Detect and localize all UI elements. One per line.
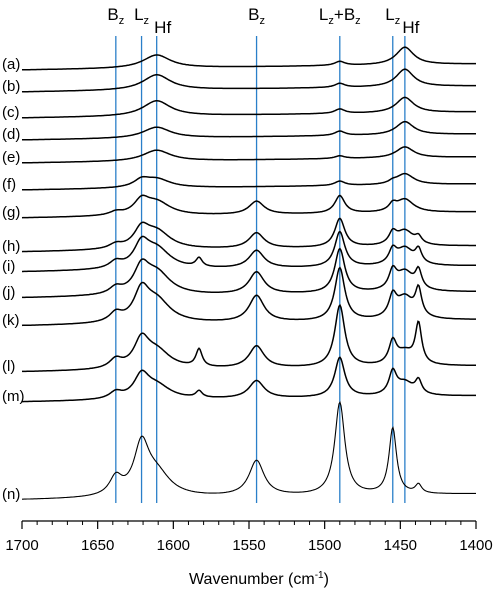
reference-label: Lz [385,5,400,27]
spectrum-line [22,303,476,373]
hf-label: Hf [154,18,171,37]
reference-label: Bz [248,5,265,27]
spectrum-line [22,120,476,141]
spectrum-line [21,194,476,219]
series-label: (h) [2,238,20,255]
series-label: (c) [2,104,20,121]
reference-label: Lz+Bz [319,5,361,27]
series-labels: (a) (b) (c) (d) (e) (f) (g) (h) (i) (j) (k) (l) (m) (… [2,56,25,503]
x-tick-label: 1500 [308,537,341,554]
spectrum-line [21,68,476,93]
series-label: (m) [2,388,25,405]
spectrum-line [22,247,476,299]
series-label: (i) [2,258,15,275]
series-label: (l) [2,358,15,375]
hf-label: Hf [402,18,419,37]
x-tick-label: 1400 [459,537,492,554]
x-axis: 1700 1650 1600 1550 1500 1450 1400 [5,520,493,554]
spectrum-line [21,266,476,327]
series-label: (k) [2,312,20,329]
spectrum-line [22,172,476,191]
spectrum-line [22,230,476,273]
x-tick-label: 1700 [5,537,38,554]
spectrum-line [22,356,476,403]
series-label: (f) [2,176,16,193]
series-label: (n) [2,486,20,503]
series-label: (d) [2,126,20,143]
x-tick-label: 1650 [81,537,114,554]
x-tick-label: 1550 [232,537,265,554]
x-tick-label: 1450 [384,537,417,554]
spectrum-line [22,46,476,71]
series-label: (g) [2,204,20,221]
series-label: (e) [2,149,20,166]
spectra-series [21,46,476,500]
spectrum-line [21,96,476,119]
reference-label: Bz [107,5,124,27]
series-label: (j) [2,284,15,301]
reference-label: Lz [134,5,149,27]
x-tick-label: 1600 [157,537,190,554]
series-label: (b) [2,78,20,95]
series-label: (a) [2,56,20,73]
x-axis-title: Wavenumber (cm-1) [189,570,329,588]
spectrum-line [22,146,476,164]
spectrum-line [22,401,476,500]
spectrum-line [21,217,476,253]
